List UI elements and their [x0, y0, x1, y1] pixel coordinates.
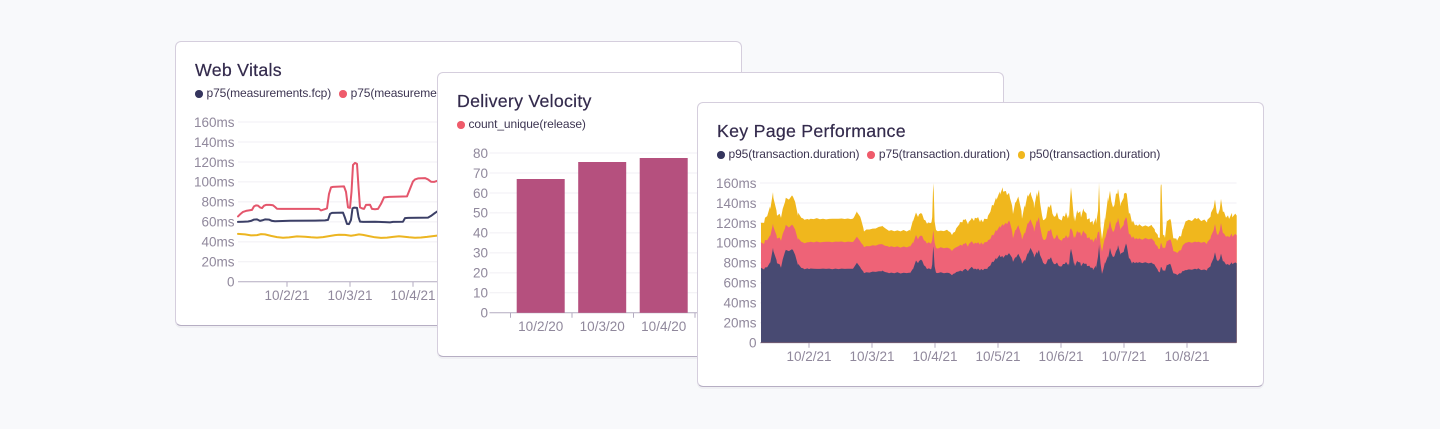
svg-text:140ms: 140ms: [194, 135, 235, 150]
svg-text:10/4/20: 10/4/20: [641, 319, 686, 334]
svg-text:0: 0: [227, 275, 235, 290]
svg-text:10/8/21: 10/8/21: [1164, 349, 1209, 364]
svg-text:10/6/21: 10/6/21: [1038, 349, 1083, 364]
svg-text:40: 40: [473, 226, 488, 241]
svg-text:20: 20: [473, 266, 488, 281]
svg-text:10/2/20: 10/2/20: [518, 319, 563, 334]
svg-text:20ms: 20ms: [723, 316, 756, 331]
svg-text:80: 80: [473, 146, 488, 161]
svg-text:80ms: 80ms: [201, 195, 234, 210]
svg-text:10/4/21: 10/4/21: [912, 349, 957, 364]
svg-text:40ms: 40ms: [201, 235, 234, 250]
svg-text:10/4/21: 10/4/21: [390, 288, 435, 303]
svg-text:0: 0: [480, 306, 488, 321]
svg-text:60ms: 60ms: [723, 276, 756, 291]
svg-text:70: 70: [473, 166, 488, 181]
svg-text:10/3/21: 10/3/21: [327, 288, 372, 303]
svg-text:160ms: 160ms: [194, 115, 235, 130]
svg-text:10/2/21: 10/2/21: [264, 288, 309, 303]
svg-text:0: 0: [749, 336, 757, 351]
svg-text:20ms: 20ms: [201, 255, 234, 270]
svg-text:10/3/20: 10/3/20: [580, 319, 625, 334]
svg-text:140ms: 140ms: [716, 196, 757, 211]
svg-text:120ms: 120ms: [194, 155, 235, 170]
svg-text:60: 60: [473, 186, 488, 201]
svg-text:10/7/21: 10/7/21: [1101, 349, 1146, 364]
svg-text:50: 50: [473, 206, 488, 221]
svg-text:100ms: 100ms: [194, 175, 235, 190]
svg-text:100ms: 100ms: [716, 236, 757, 251]
svg-text:10/5/21: 10/5/21: [975, 349, 1020, 364]
svg-text:120ms: 120ms: [716, 216, 757, 231]
svg-text:160ms: 160ms: [716, 176, 757, 191]
svg-text:30: 30: [473, 246, 488, 261]
svg-text:10: 10: [473, 286, 488, 301]
svg-text:40ms: 40ms: [723, 296, 756, 311]
svg-text:10/2/21: 10/2/21: [786, 349, 831, 364]
svg-text:10/3/21: 10/3/21: [849, 349, 894, 364]
svg-text:60ms: 60ms: [201, 215, 234, 230]
svg-text:80ms: 80ms: [723, 256, 756, 271]
